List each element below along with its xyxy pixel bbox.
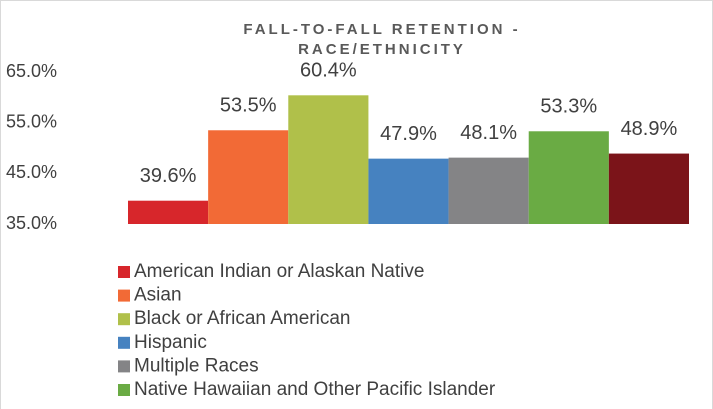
data-label: 48.1% <box>460 122 517 144</box>
bar <box>448 157 529 224</box>
y-tick-label: 45.0% <box>6 162 57 182</box>
data-label: 47.9% <box>380 123 437 145</box>
legend-label: Multiple Races <box>134 355 259 376</box>
legend-label: Native Hawaiian and Other Pacific Island… <box>134 379 496 400</box>
legend-swatch <box>118 289 130 302</box>
y-tick-label: 65.0% <box>6 61 57 81</box>
legend-swatch <box>118 313 130 326</box>
bar <box>288 95 369 224</box>
legend-swatch <box>118 336 130 349</box>
data-label: 53.3% <box>540 96 597 118</box>
bar <box>368 158 449 224</box>
legend-label: American Indian or Alaskan Native <box>134 261 424 282</box>
bar <box>528 131 609 224</box>
data-label: 39.6% <box>140 165 197 187</box>
chart-title: RACE/ETHNICITY <box>298 41 466 58</box>
legend-swatch <box>118 266 130 278</box>
data-label: 48.9% <box>621 118 678 140</box>
legend-label: Black or African American <box>134 308 350 329</box>
bar <box>128 200 209 224</box>
y-tick-label: 55.0% <box>6 111 57 131</box>
legend-swatch <box>118 360 130 373</box>
legend-label: Asian <box>134 285 182 306</box>
data-label: 53.5% <box>220 95 277 117</box>
legend-swatch <box>118 384 130 396</box>
bar <box>608 153 689 224</box>
chart-title: FALL-TO-FALL RETENTION - <box>243 21 520 38</box>
data-label: 60.4% <box>300 60 357 82</box>
legend-label: Hispanic <box>134 332 207 353</box>
y-tick-label: 35.0% <box>6 213 57 233</box>
bar <box>208 130 289 224</box>
